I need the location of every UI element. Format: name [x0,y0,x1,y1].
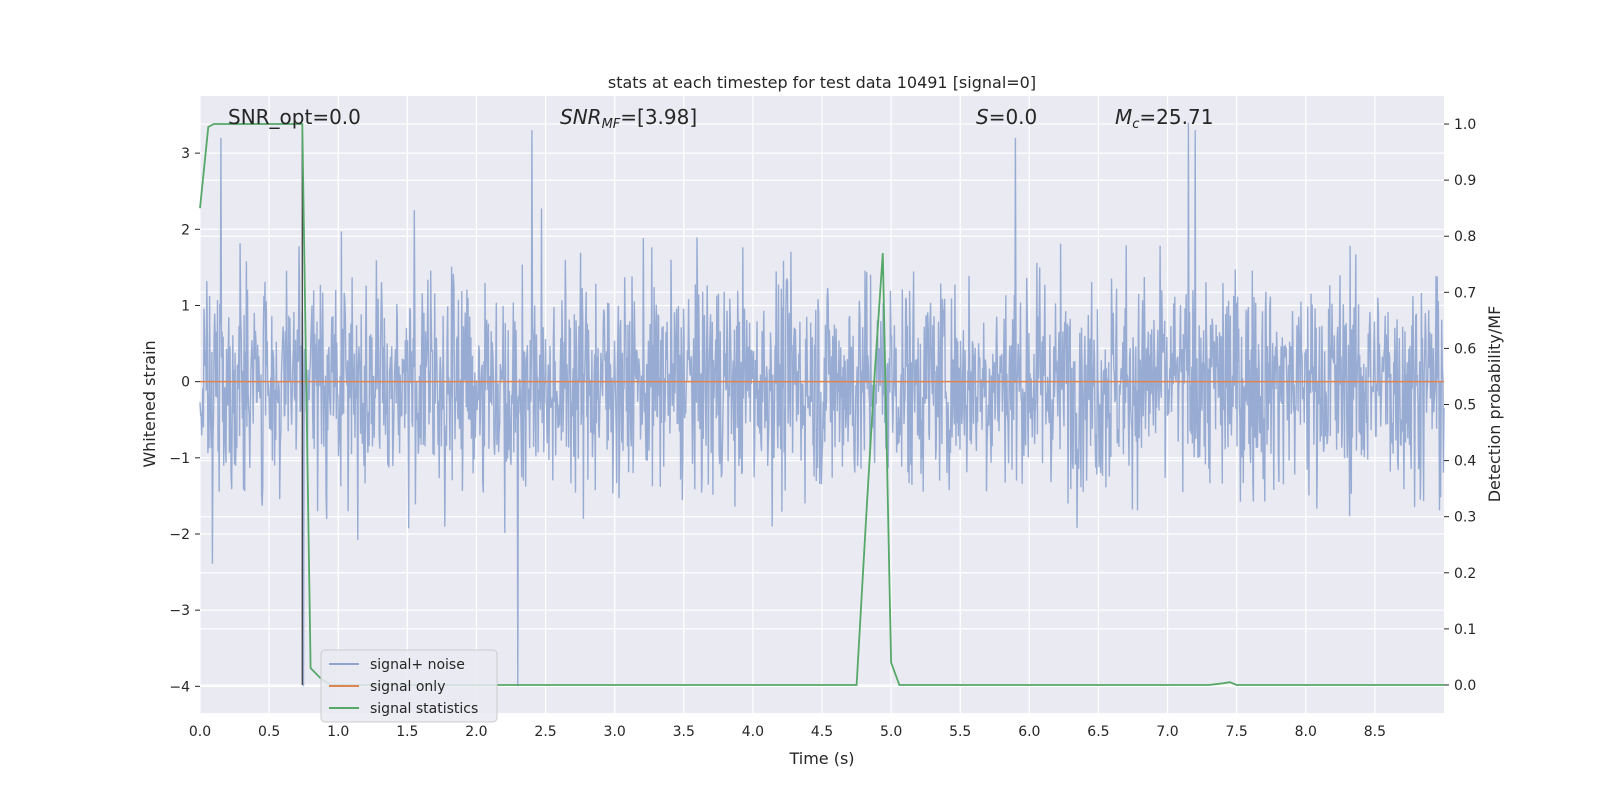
y-tick-label-right: 1.0 [1454,117,1476,133]
y-tick-label-left: 2 [181,222,190,238]
x-tick-label: 2.5 [534,724,556,740]
annotation-snr-mf: SNRMF=[3.98] [560,105,697,132]
y-tick-label-right: 0.2 [1454,566,1476,582]
snr-mf-sub: MF [602,117,621,132]
y-ticks-right: 1.0 0.9 0.8 0.7 0.6 0.5 0.4 0.3 0.2 0.1 0.0 [1444,117,1476,694]
x-tick-label: 0.0 [189,724,211,740]
y-ticks-left: 3 2 1 0 −1 −2 −3 −4 [169,146,200,695]
x-tick-label: 6.5 [1087,724,1109,740]
y-tick-label-right: 0.4 [1454,454,1476,470]
y-axis-label-right: Detection probability/MF [1485,306,1504,503]
legend-box [320,649,498,723]
y-tick-label-left: −3 [169,603,190,619]
legend: signal+ noise signal only signal statist… [320,649,498,723]
x-tick-label: 6.0 [1018,724,1040,740]
y-axis-label-left: Whitened strain [140,340,159,467]
signal-noise-line [199,122,1445,687]
y-tick-label-left: −2 [169,527,190,543]
x-tick-label: 5.5 [949,724,971,740]
signal-statistics-series [199,123,1444,686]
snr-mf-main: SNR [560,105,602,129]
chart-title: stats at each timestep for test data 104… [608,73,1036,92]
y-tick-label-right: 0.0 [1454,678,1476,694]
y-tick-label-left: −1 [169,451,190,467]
s-main: S [976,105,989,129]
x-tick-label: 4.0 [742,724,764,740]
x-tick-label: 1.0 [327,724,349,740]
signal-noise-series [199,122,1445,687]
x-tick-label: 7.0 [1156,724,1178,740]
mc-main: M [1115,105,1132,129]
x-ticks: 0.0 0.5 1.0 1.5 2.0 2.5 3.0 3.5 4.0 4.5 5.0 5.5 6.0 6… [189,724,1386,740]
y-tick-label-right: 0.8 [1454,229,1476,245]
x-axis-label: Time (s) [788,749,854,768]
x-tick-label: 1.5 [396,724,418,740]
legend-label-stats: signal statistics [370,701,478,717]
x-tick-label: 2.0 [465,724,487,740]
y-tick-label-right: 0.9 [1454,173,1476,189]
x-tick-label: 8.5 [1364,724,1386,740]
mc-rest: =25.71 [1139,105,1213,129]
x-tick-label: 3.5 [673,724,695,740]
snr-mf-rest: =[3.98] [620,105,697,129]
signal-statistics-line [199,123,1444,686]
x-tick-label: 8.0 [1295,724,1317,740]
y-tick-label-right: 0.3 [1454,510,1476,526]
legend-label-noise: signal+ noise [370,657,465,673]
y-tick-label-left: −4 [169,679,190,695]
x-tick-label: 4.5 [811,724,833,740]
x-tick-label: 3.0 [604,724,626,740]
y-tick-label-left: 3 [181,146,190,162]
s-rest: =0.0 [989,105,1038,129]
y-tick-label-left: 0 [181,375,190,391]
y-tick-label-right: 0.6 [1454,341,1476,357]
y-tick-label-left: 1 [181,298,190,314]
y-tick-label-right: 0.5 [1454,398,1476,414]
y-tick-label-right: 0.1 [1454,622,1476,638]
x-tick-label: 0.5 [258,724,280,740]
y-tick-label-right: 0.7 [1454,285,1476,301]
x-tick-label: 7.5 [1226,724,1248,740]
legend-label-signal: signal only [370,679,445,695]
x-tick-label: 5.0 [880,724,902,740]
annotation-mc: Mc=25.71 [1115,105,1213,132]
mc-sub: c [1132,117,1139,132]
annotation-snr-opt: SNR_opt=0.0 [228,105,361,129]
annotation-s: S=0.0 [976,105,1037,129]
